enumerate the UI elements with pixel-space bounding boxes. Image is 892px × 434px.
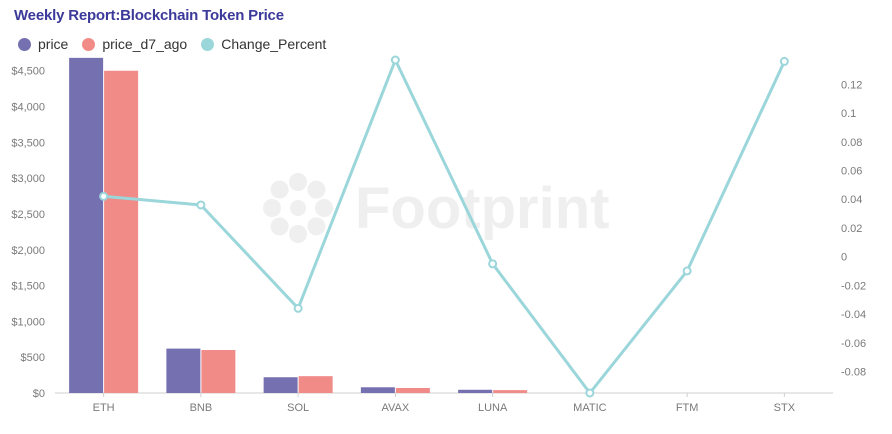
point-Change_Percent-STX — [779, 56, 789, 66]
watermark-logo-icon — [263, 173, 333, 243]
right-axis-tick-label: 0.06 — [841, 166, 862, 178]
right-axis-tick-label: -0.08 — [841, 366, 866, 378]
point-Change_Percent-AVAX — [390, 55, 400, 65]
legend-swatch-change-percent — [201, 37, 215, 51]
legend-item-change-percent[interactable]: Change_Percent — [201, 36, 326, 52]
right-axis-tick-label: 0.04 — [841, 194, 862, 206]
bar-price_d7_ago-ETH — [104, 70, 139, 393]
legend-label-change-percent: Change_Percent — [221, 36, 327, 52]
x-axis-tick-label: ETH — [93, 402, 115, 414]
left-axis-tick-label: $3,000 — [11, 173, 45, 185]
x-axis-tick-label: STX — [774, 402, 796, 414]
left-axis-tick-label: $4,500 — [11, 66, 45, 78]
bar-price-AVAX — [360, 387, 395, 393]
left-axis-tick-label: $500 — [21, 352, 45, 364]
right-axis-tick-label: 0.08 — [841, 137, 862, 149]
right-axis-tick-label: -0.06 — [841, 338, 866, 350]
x-axis-tick-label: AVAX — [382, 402, 410, 414]
left-axis-tick-label: $2,000 — [11, 245, 45, 257]
right-axis-tick-label: 0 — [841, 252, 847, 264]
legend-label-price-d7-ago: price_d7_ago — [102, 36, 188, 52]
bar-price-LUNA — [458, 389, 493, 393]
right-axis-tick-label: 0.02 — [841, 223, 862, 235]
watermark: Footprint — [263, 173, 609, 243]
left-axis-tick-label: $2,500 — [11, 209, 45, 221]
bar-price-SOL — [263, 377, 298, 393]
right-axis-tick-label: 0.12 — [841, 79, 862, 91]
legend-swatch-price — [18, 37, 31, 51]
point-Change_Percent-ETH — [99, 191, 109, 201]
x-axis-tick-label: LUNA — [478, 402, 508, 414]
x-axis-tick-label: BNB — [190, 402, 213, 414]
x-axis-tick-label: FTM — [676, 402, 699, 414]
right-axis-tick-label: 0.1 — [841, 108, 856, 120]
bar-price-BNB — [166, 348, 201, 393]
point-Change_Percent-LUNA — [488, 259, 498, 269]
legend-swatch-price-d7-ago — [82, 37, 96, 51]
x-axis-tick-label: SOL — [287, 402, 309, 414]
point-Change_Percent-FTM — [682, 266, 692, 276]
left-axis-tick-label: $3,500 — [11, 137, 45, 149]
left-axis-tick-label: $1,500 — [11, 281, 45, 293]
left-axis-tick-label: $0 — [33, 388, 45, 400]
legend-label-price: price — [38, 36, 69, 52]
bar-price_d7_ago-LUNA — [493, 390, 528, 393]
line-Change_Percent — [103, 58, 786, 395]
point-Change_Percent-SOL — [293, 303, 303, 313]
legend-item-price-d7-ago[interactable]: price_d7_ago — [82, 36, 187, 52]
bar-price_d7_ago-SOL — [298, 376, 333, 393]
point-Change_Percent-MATIC — [585, 388, 595, 398]
right-axis-tick-label: -0.04 — [841, 309, 866, 321]
bar-price_d7_ago-BNB — [201, 350, 236, 393]
bar-price_d7_ago-AVAX — [395, 387, 430, 393]
left-axis-tick-label: $1,000 — [11, 316, 45, 328]
x-axis-tick-label: MATIC — [573, 402, 606, 414]
point-Change_Percent-BNB — [196, 200, 206, 210]
legend-item-price[interactable]: price — [18, 36, 68, 52]
watermark-text: Footprint — [355, 176, 609, 241]
left-axis-tick-label: $4,000 — [11, 102, 45, 114]
chart-title: Weekly Report:Blockchain Token Price — [14, 7, 284, 24]
right-axis-tick-label: -0.02 — [841, 280, 866, 292]
legend: price price_d7_ago Change_Percent — [18, 36, 326, 52]
bar-price-ETH — [69, 57, 104, 393]
